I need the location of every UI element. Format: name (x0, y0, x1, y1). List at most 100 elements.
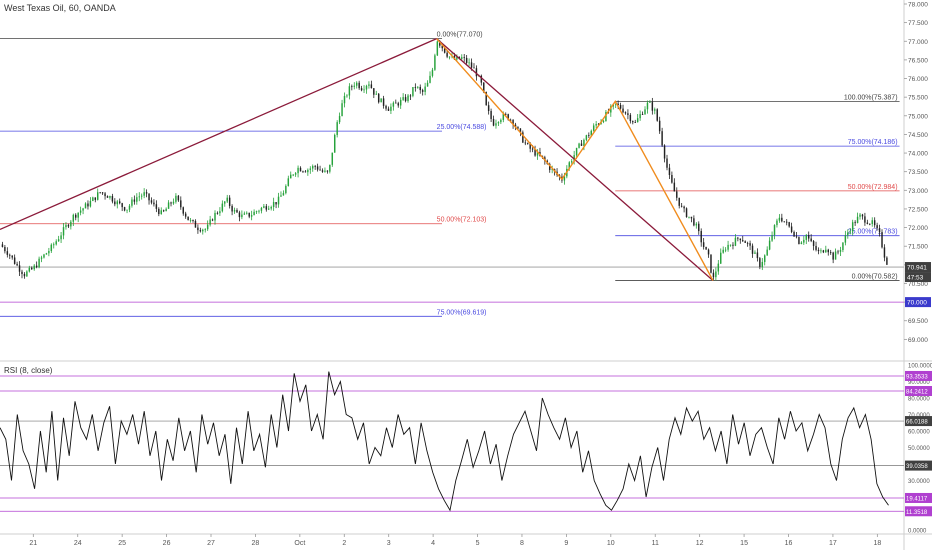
candle-body (465, 57, 468, 63)
rsi-title: RSI (8, close) (4, 366, 53, 375)
candle-body (536, 152, 539, 156)
candle-body (106, 196, 109, 198)
candle-body (629, 114, 632, 122)
candle-body (182, 207, 184, 214)
price-tick-label: 69.500 (908, 318, 928, 325)
candle-body (138, 196, 140, 198)
candle-body (702, 242, 705, 247)
candle-body (77, 212, 79, 218)
candle-body (742, 240, 744, 242)
candle-body (644, 109, 646, 115)
candle-body (6, 251, 9, 255)
candle-body (480, 75, 483, 83)
candle-body (729, 244, 732, 246)
candle-body (153, 202, 155, 205)
candle-body (348, 86, 351, 96)
candle-body (368, 84, 370, 86)
fib-level-label: 25.00%(71.783) (848, 229, 898, 236)
price-tag-label: 70.000 (907, 300, 927, 307)
candle-body (62, 227, 65, 236)
price-tick-label: 76.500 (908, 57, 928, 64)
candle-body (671, 174, 673, 183)
candle-body (834, 251, 837, 260)
rsi-tick-label: 80.0000 (908, 397, 930, 403)
candle-body (776, 220, 778, 226)
candle-body (307, 169, 309, 173)
candle-body (35, 265, 38, 268)
fib-level-label: 75.00%(74.186) (848, 139, 898, 146)
candle-body (209, 219, 211, 225)
candle-body (60, 235, 62, 240)
candle-body (859, 214, 861, 217)
candle-body (319, 169, 321, 171)
candle-body (798, 237, 800, 244)
candle-body (707, 249, 710, 255)
candle-body (509, 119, 512, 121)
fib-level-label: 50.00%(72.984) (848, 184, 898, 191)
candle-body (473, 67, 475, 69)
candle-body (690, 216, 693, 219)
trend-line (0, 38, 437, 231)
candle-body (204, 229, 206, 231)
harmonic-pattern (436, 38, 714, 281)
candle-body (602, 120, 605, 122)
candle-body (656, 109, 658, 121)
candle-body (118, 201, 121, 204)
candle-body (136, 197, 138, 202)
candle-body (28, 267, 31, 272)
candle-body (431, 69, 434, 76)
candle-body (739, 238, 742, 241)
fibonacci-levels: 0.00%(77.070) 25.00%(74.588) 50.00%(72.103… (0, 32, 904, 317)
candle-body (717, 263, 720, 272)
candle-body (500, 119, 502, 123)
candle-body (878, 228, 881, 233)
candle-body (426, 82, 429, 87)
time-tick-label: 3 (387, 540, 391, 547)
candle-body (842, 242, 844, 251)
candle-body (243, 213, 246, 215)
candle-body (385, 105, 387, 109)
candle-body (280, 195, 282, 197)
candle-body (803, 239, 805, 243)
candle-body (40, 257, 43, 259)
candle-body (50, 244, 53, 251)
candle-body (522, 132, 524, 143)
candle-body (737, 237, 739, 239)
rsi-tick-label: 50.0000 (908, 446, 930, 452)
candle-body (316, 166, 319, 170)
candle-body (167, 202, 170, 209)
candle-body (668, 167, 671, 175)
fib-level-label: 50.00%(72.103) (437, 217, 487, 224)
candle-body (333, 134, 336, 153)
candle-body (585, 135, 588, 140)
candle-body (810, 238, 812, 242)
candle-body (768, 240, 771, 250)
candle-body (18, 265, 21, 272)
candle-body (592, 125, 595, 131)
candle-body (580, 143, 583, 146)
price-tick-label: 73.500 (908, 169, 928, 176)
candle-body (470, 62, 473, 68)
candle-body (751, 245, 754, 254)
candle-body (57, 239, 60, 242)
candle-body (233, 210, 236, 212)
price-tick-label: 70.500 (908, 281, 928, 288)
candle-body (781, 217, 783, 222)
candle-body (355, 82, 358, 86)
candle-body (126, 209, 128, 211)
candle-body (358, 82, 360, 89)
candle-body (548, 163, 551, 170)
candle-body (531, 148, 534, 150)
candle-body (595, 124, 597, 126)
candle-body (817, 249, 820, 252)
candle-body (82, 208, 84, 211)
candle-body (517, 127, 519, 129)
candle-body (837, 251, 839, 253)
candle-body (326, 170, 329, 172)
candle-body (680, 205, 683, 207)
candle-body (228, 197, 231, 206)
time-tick-label: 28 (252, 540, 260, 547)
candle-body (715, 271, 717, 278)
candle-body (155, 204, 158, 209)
